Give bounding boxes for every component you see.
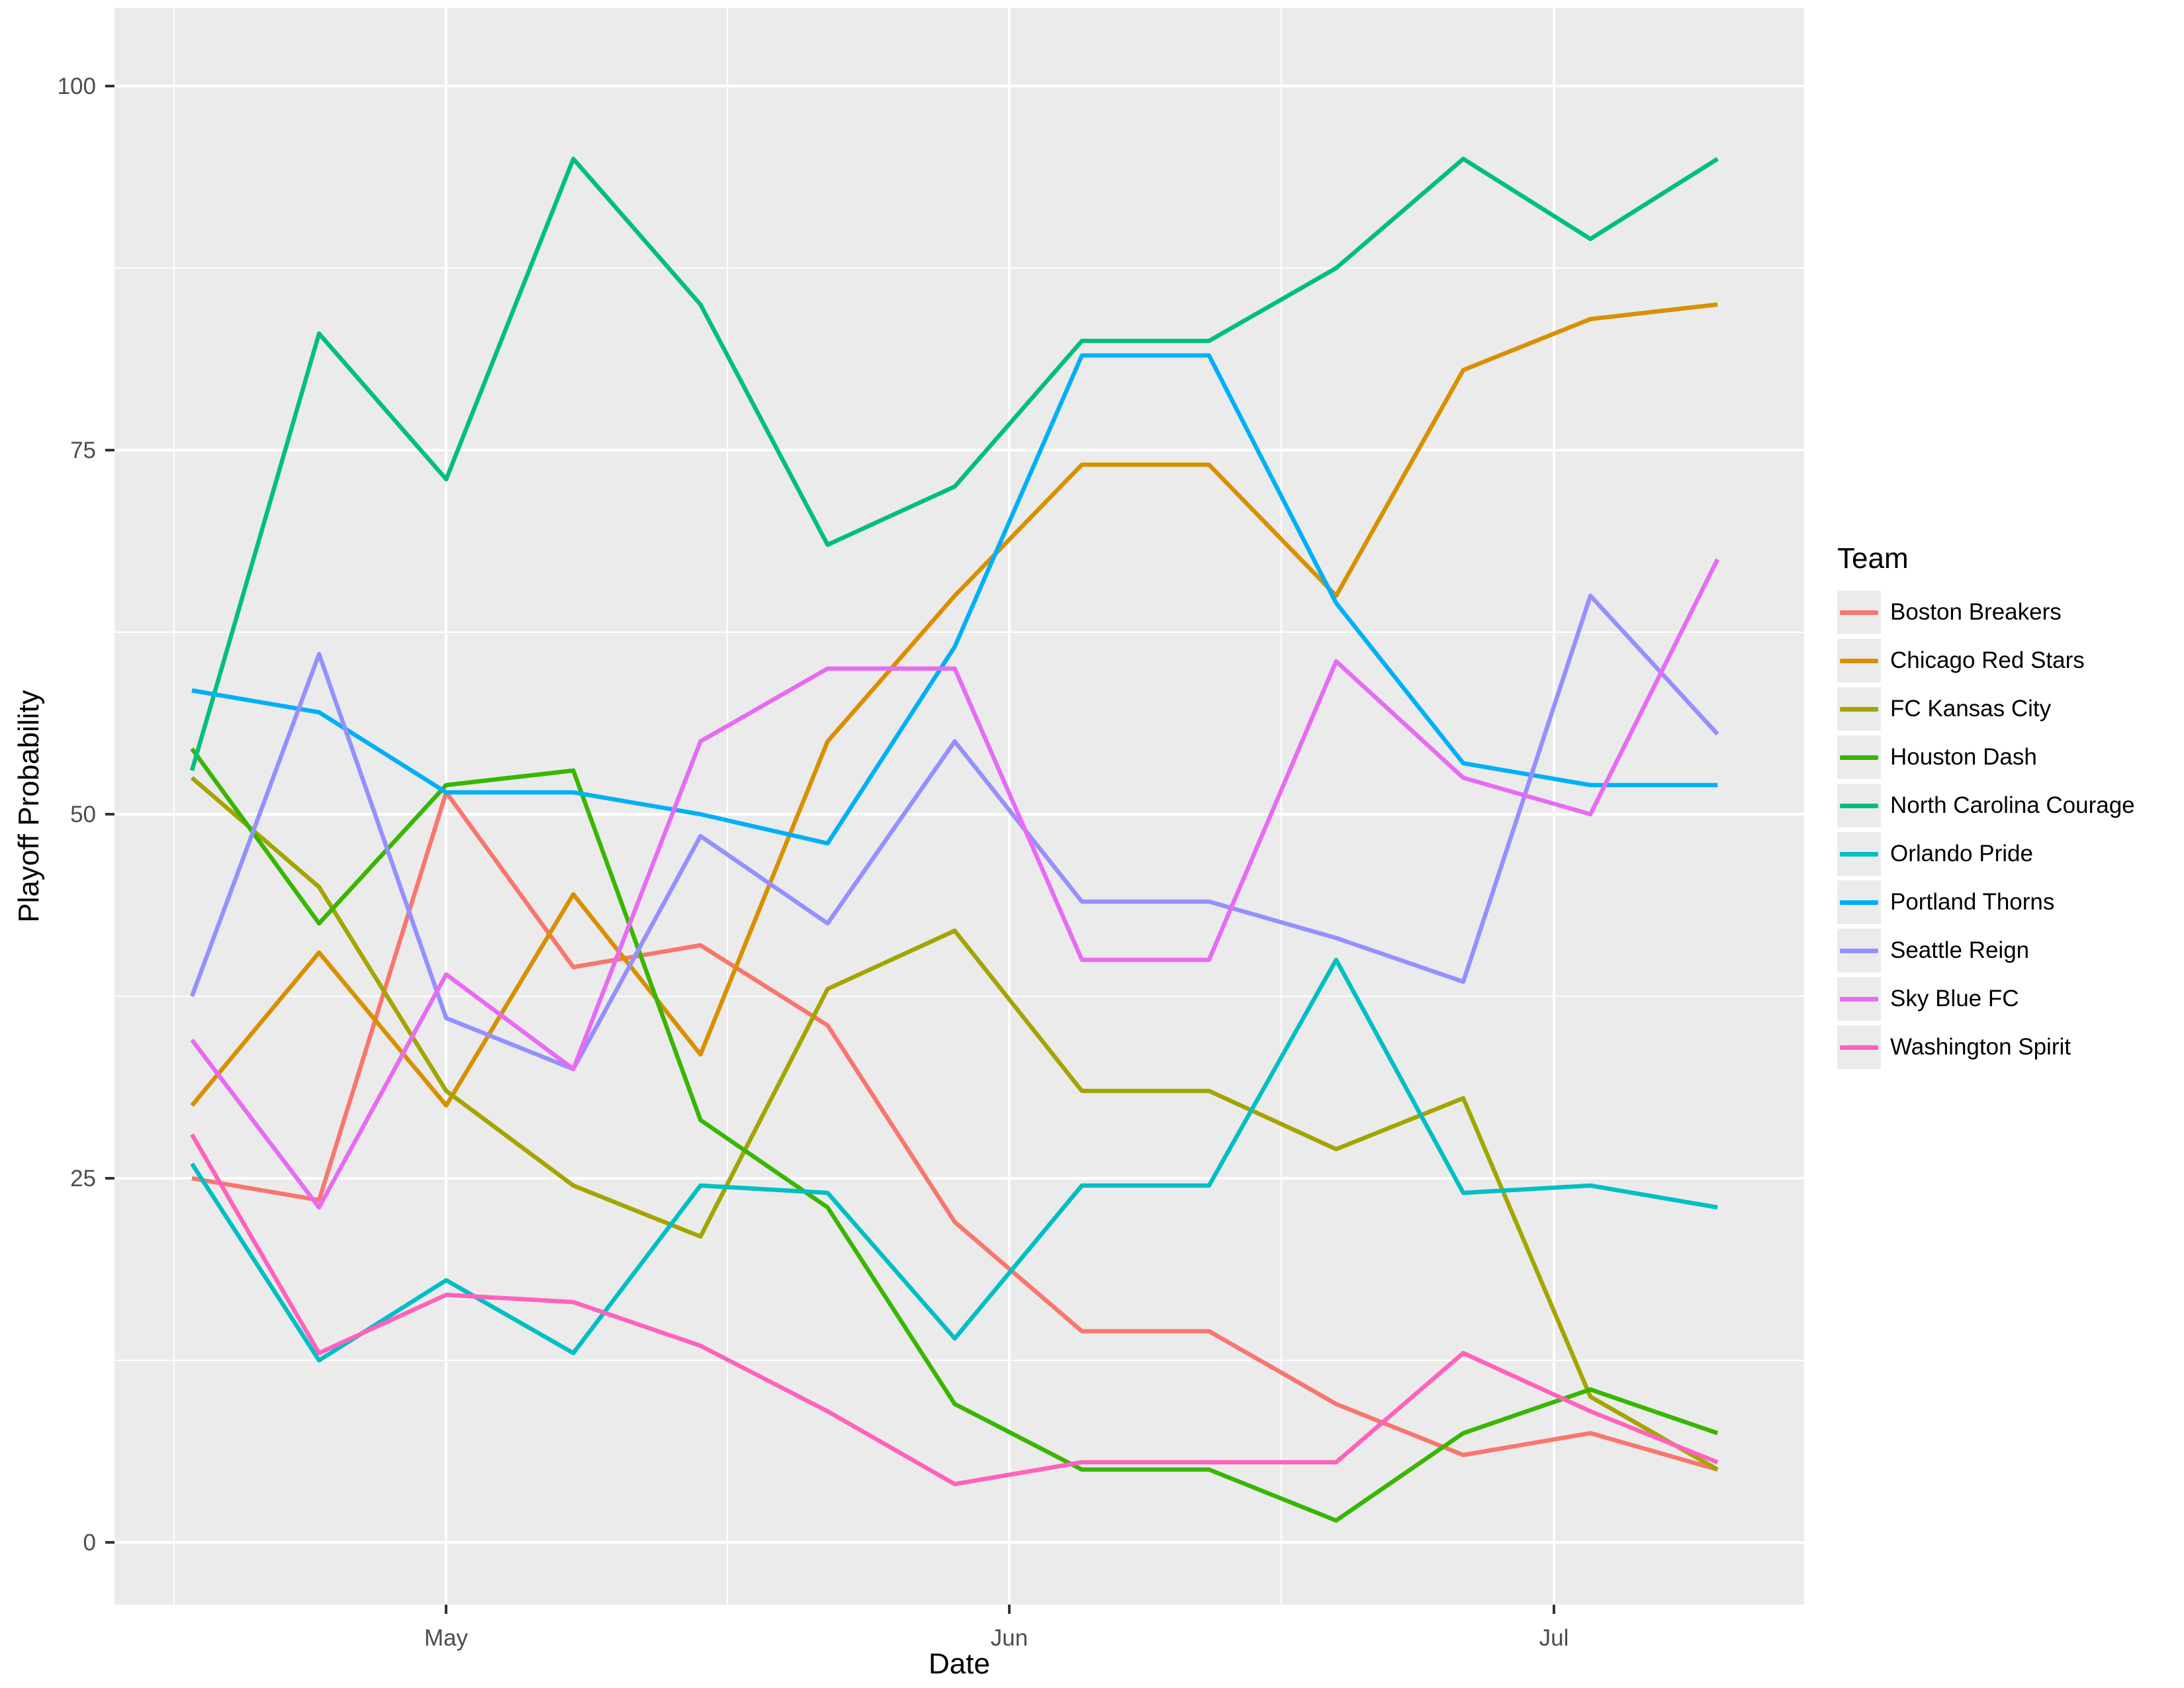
y-tick-label: 0: [83, 1530, 96, 1556]
legend-item-label: Houston Dash: [1890, 743, 2037, 770]
legend-key-swatch: [1837, 735, 1881, 779]
legend-key-swatch: [1837, 638, 1881, 682]
legend-key-line: [1840, 996, 1878, 1002]
x-tick-label: Jul: [1539, 1625, 1569, 1651]
legend-item-label: FC Kansas City: [1890, 695, 2052, 722]
legend-item-label: Sky Blue FC: [1890, 985, 2019, 1011]
legend-key-line: [1840, 948, 1878, 953]
series-line-sky-blue-fc: [190, 558, 1720, 1210]
legend-key-line: [1840, 658, 1878, 663]
legend-item-label: Orlando Pride: [1890, 840, 2033, 867]
y-tick-label: 25: [70, 1166, 96, 1192]
legend-item-fc-kansas-city: FC Kansas City: [1837, 684, 2135, 733]
legend-key-line: [1840, 610, 1878, 615]
y-tick-label: 75: [70, 438, 96, 463]
legend-item-sky-blue-fc: Sky Blue FC: [1837, 974, 2135, 1023]
legend-key-line: [1840, 706, 1878, 712]
series-lines: [189, 156, 1720, 1523]
legend-key-swatch: [1837, 928, 1881, 972]
legend-item-boston-breakers: Boston Breakers: [1837, 588, 2135, 636]
legend-key-line: [1840, 900, 1878, 905]
legend-item-label: Washington Spirit: [1890, 1033, 2071, 1060]
series-line-north-carolina-courage: [189, 156, 1719, 771]
series-line-houston-dash: [190, 747, 1719, 1523]
legend-key-swatch: [1837, 880, 1881, 924]
series-line-chicago-red-stars: [190, 302, 1718, 1108]
series-line-portland-thorns: [191, 353, 1718, 846]
x-tick-label: May: [424, 1625, 469, 1651]
legend-item-chicago-red-stars: Chicago Red Stars: [1837, 636, 2135, 684]
legend-key-swatch: [1837, 590, 1881, 634]
axis-ticks: [105, 85, 1555, 1614]
legend-item-north-carolina-courage: North Carolina Courage: [1837, 781, 2135, 829]
legend-key-line: [1840, 1045, 1878, 1050]
legend-key-swatch: [1837, 1025, 1881, 1069]
legend-key-swatch: [1837, 686, 1881, 731]
series-line-washington-spirit: [190, 1133, 1719, 1487]
y-tick-labels: 0 25 50 75 100: [58, 73, 96, 1556]
y-tick-label: 50: [70, 802, 96, 827]
legend-item-label: Portland Thorns: [1890, 888, 2055, 915]
legend-key-swatch: [1837, 783, 1881, 827]
plot-panel: [114, 8, 1804, 1605]
legend-key-line: [1840, 803, 1878, 808]
series-line-orlando-pride: [190, 957, 1718, 1363]
series-line-seattle-reign: [189, 593, 1719, 1072]
legend-item-houston-dash: Houston Dash: [1837, 733, 2135, 781]
legend-item-orlando-pride: Orlando Pride: [1837, 829, 2135, 878]
legend-item-portland-thorns: Portland Thorns: [1837, 878, 2135, 926]
legend-title: Team: [1837, 542, 1909, 575]
legend-key-line: [1840, 755, 1878, 760]
legend-item-washington-spirit: Washington Spirit: [1837, 1023, 2135, 1071]
legend-item-seattle-reign: Seattle Reign: [1837, 926, 2135, 974]
legend-key-line: [1840, 851, 1878, 857]
legend-key-swatch: [1837, 976, 1881, 1021]
legend-item-label: Seattle Reign: [1890, 937, 2030, 963]
legend: Team Boston Breakers Chicago Red Stars FC …: [1837, 544, 2135, 1071]
legend-item-label: Boston Breakers: [1890, 598, 2062, 625]
legend-item-label: Chicago Red Stars: [1890, 647, 2085, 673]
legend-key-swatch: [1837, 831, 1881, 876]
major-gridlines: [114, 8, 1804, 1605]
series-line-fc-kansas-city: [190, 776, 1719, 1472]
x-tick-labels: May Jun Jul: [424, 1625, 1569, 1651]
x-axis-title: Date: [929, 1648, 990, 1680]
y-tick-label: 100: [58, 73, 96, 99]
legend-item-label: North Carolina Courage: [1890, 792, 2135, 818]
y-axis-title: Playoff Probability: [13, 690, 45, 923]
x-tick-label: Jun: [991, 1625, 1028, 1651]
